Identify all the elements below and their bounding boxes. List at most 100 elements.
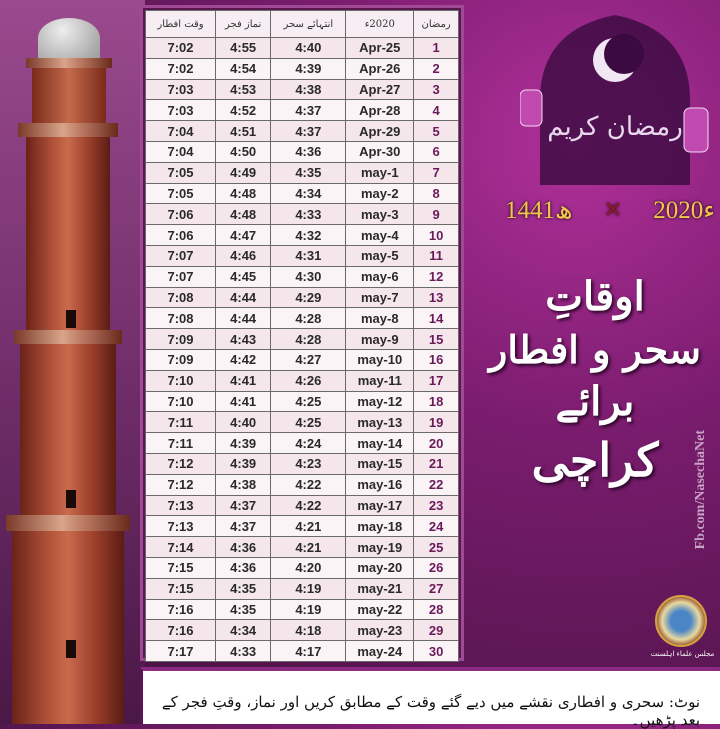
sehri-end-cell: 4:35: [270, 161, 347, 184]
gregorian-year: 2020ء: [653, 197, 715, 224]
sehri-end-cell: 4:32: [270, 224, 347, 246]
table-row: 5 29-Apr 4:37 4:51 7:04: [145, 120, 459, 142]
iftar-cell: 7:09: [145, 348, 216, 371]
ramadan-day-cell: 5: [413, 120, 459, 142]
table-row: 14 8-may 4:28 4:44 7:08: [145, 307, 459, 330]
table-row: 6 30-Apr 4:36 4:50 7:04: [145, 140, 459, 163]
fajr-cell: 4:37: [214, 494, 272, 517]
ramadan-day-cell: 21: [413, 452, 459, 475]
table-row: 10 4-may 4:32 4:47 7:06: [145, 224, 459, 246]
table-row: 28 22-may 4:19 4:35 7:16: [145, 598, 459, 621]
ramadan-day-cell: 4: [413, 99, 459, 122]
sehri-end-cell: 4:26: [270, 369, 347, 392]
quran-stand-icon: ✕: [603, 197, 623, 222]
date-cell: 24-may: [345, 640, 415, 662]
fajr-cell: 4:33: [214, 640, 272, 662]
fajr-cell: 4:43: [214, 328, 272, 350]
iftar-cell: 7:10: [145, 390, 216, 413]
ramadan-day-cell: 20: [413, 432, 459, 454]
table-row: 17 11-may 4:26 4:41 7:10: [145, 369, 459, 392]
fajr-cell: 4:49: [214, 161, 272, 184]
hijri-year: 1441ھ: [505, 197, 573, 224]
sehri-end-cell: 4:33: [270, 203, 347, 226]
sehri-iftar-table: رمضان 2020ء انتہائے سحر نماز فجر وقت افطار 1…: [145, 10, 459, 662]
iftar-cell: 7:08: [145, 307, 216, 330]
iftar-cell: 7:12: [145, 473, 216, 496]
ramadan-day-cell: 19: [413, 411, 459, 434]
table-row: 24 18-may 4:21 4:37 7:13: [145, 515, 459, 538]
fajr-cell: 4:46: [214, 244, 272, 267]
sehri-end-cell: 4:34: [270, 182, 347, 205]
table-row: 7 1-may 4:35 4:49 7:05: [145, 161, 459, 184]
iftar-cell: 7:04: [145, 120, 216, 142]
sehri-end-cell: 4:25: [270, 411, 347, 434]
ramadan-day-cell: 27: [413, 577, 459, 600]
timetable: رمضان 2020ء انتہائے سحر نماز فجر وقت افطار 1…: [143, 8, 461, 662]
table-row: 29 23-may 4:18 4:34 7:16: [145, 619, 459, 642]
iftar-cell: 7:05: [145, 182, 216, 205]
ramadan-day-cell: 6: [413, 140, 459, 163]
sehri-end-cell: 4:19: [270, 598, 347, 621]
date-cell: 16-may: [345, 473, 415, 496]
date-cell: 22-may: [345, 598, 415, 621]
iftar-cell: 7:06: [145, 224, 216, 246]
table-row: 13 7-may 4:29 4:44 7:08: [145, 286, 459, 309]
ramadan-day-cell: 9: [413, 203, 459, 226]
ramadan-moon-badge: رمضان کریم: [520, 15, 709, 185]
sehri-end-cell: 4:25: [270, 390, 347, 413]
sehri-end-cell: 4:28: [270, 307, 347, 330]
date-cell: 25-Apr: [345, 37, 415, 59]
column-header: انتہائے سحر: [270, 10, 347, 38]
fajr-cell: 4:34: [214, 619, 272, 642]
iftar-cell: 7:14: [145, 536, 216, 558]
fajr-cell: 4:48: [214, 203, 272, 226]
iftar-cell: 7:02: [145, 37, 216, 59]
date-cell: 2-may: [345, 182, 415, 205]
sehri-end-cell: 4:38: [270, 78, 347, 101]
iftar-cell: 7:02: [145, 57, 216, 80]
table-row: 3 27-Apr 4:38 4:53 7:03: [145, 78, 459, 101]
table-row: 25 19-may 4:21 4:36 7:14: [145, 536, 459, 558]
ramadan-day-cell: 8: [413, 182, 459, 205]
table-row: 8 2-may 4:34 4:48 7:05: [145, 182, 459, 205]
fajr-cell: 4:51: [214, 120, 272, 142]
column-header: وقت افطار: [145, 10, 216, 38]
fajr-cell: 4:44: [214, 286, 272, 309]
date-cell: 30-Apr: [345, 140, 415, 163]
date-cell: 28-Apr: [345, 99, 415, 122]
ramadan-day-cell: 13: [413, 286, 459, 309]
table-row: 20 14-may 4:24 4:39 7:11: [145, 432, 459, 454]
date-cell: 9-may: [345, 328, 415, 350]
ramadan-day-cell: 12: [413, 265, 459, 288]
ramadan-day-cell: 26: [413, 556, 459, 579]
ramadan-day-cell: 25: [413, 536, 459, 558]
table-row: 18 12-may 4:25 4:41 7:10: [145, 390, 459, 413]
sehri-end-cell: 4:24: [270, 432, 347, 454]
ramadan-day-cell: 7: [413, 161, 459, 184]
ramadan-day-cell: 2: [413, 57, 459, 80]
iftar-cell: 7:11: [145, 432, 216, 454]
fajr-cell: 4:45: [214, 265, 272, 288]
ramadan-calligraphy: رمضان کریم: [547, 112, 683, 142]
fajr-cell: 4:48: [214, 182, 272, 205]
iftar-cell: 7:03: [145, 78, 216, 101]
sehri-end-cell: 4:22: [270, 494, 347, 517]
ramadan-day-cell: 1: [413, 37, 459, 59]
iftar-cell: 7:10: [145, 369, 216, 392]
fajr-cell: 4:54: [214, 57, 272, 80]
iftar-cell: 7:12: [145, 452, 216, 475]
iftar-cell: 7:13: [145, 515, 216, 538]
sehri-end-cell: 4:27: [270, 348, 347, 371]
iftar-cell: 7:11: [145, 411, 216, 434]
ramadan-day-cell: 22: [413, 473, 459, 496]
date-cell: 20-may: [345, 556, 415, 579]
fajr-cell: 4:37: [214, 515, 272, 538]
date-cell: 7-may: [345, 286, 415, 309]
sehri-end-cell: 4:30: [270, 265, 347, 288]
fajr-cell: 4:35: [214, 598, 272, 621]
ramadan-day-cell: 14: [413, 307, 459, 330]
sehri-end-cell: 4:28: [270, 328, 347, 350]
column-header: 2020ء: [345, 10, 415, 38]
iftar-cell: 7:08: [145, 286, 216, 309]
date-cell: 10-may: [345, 348, 415, 371]
